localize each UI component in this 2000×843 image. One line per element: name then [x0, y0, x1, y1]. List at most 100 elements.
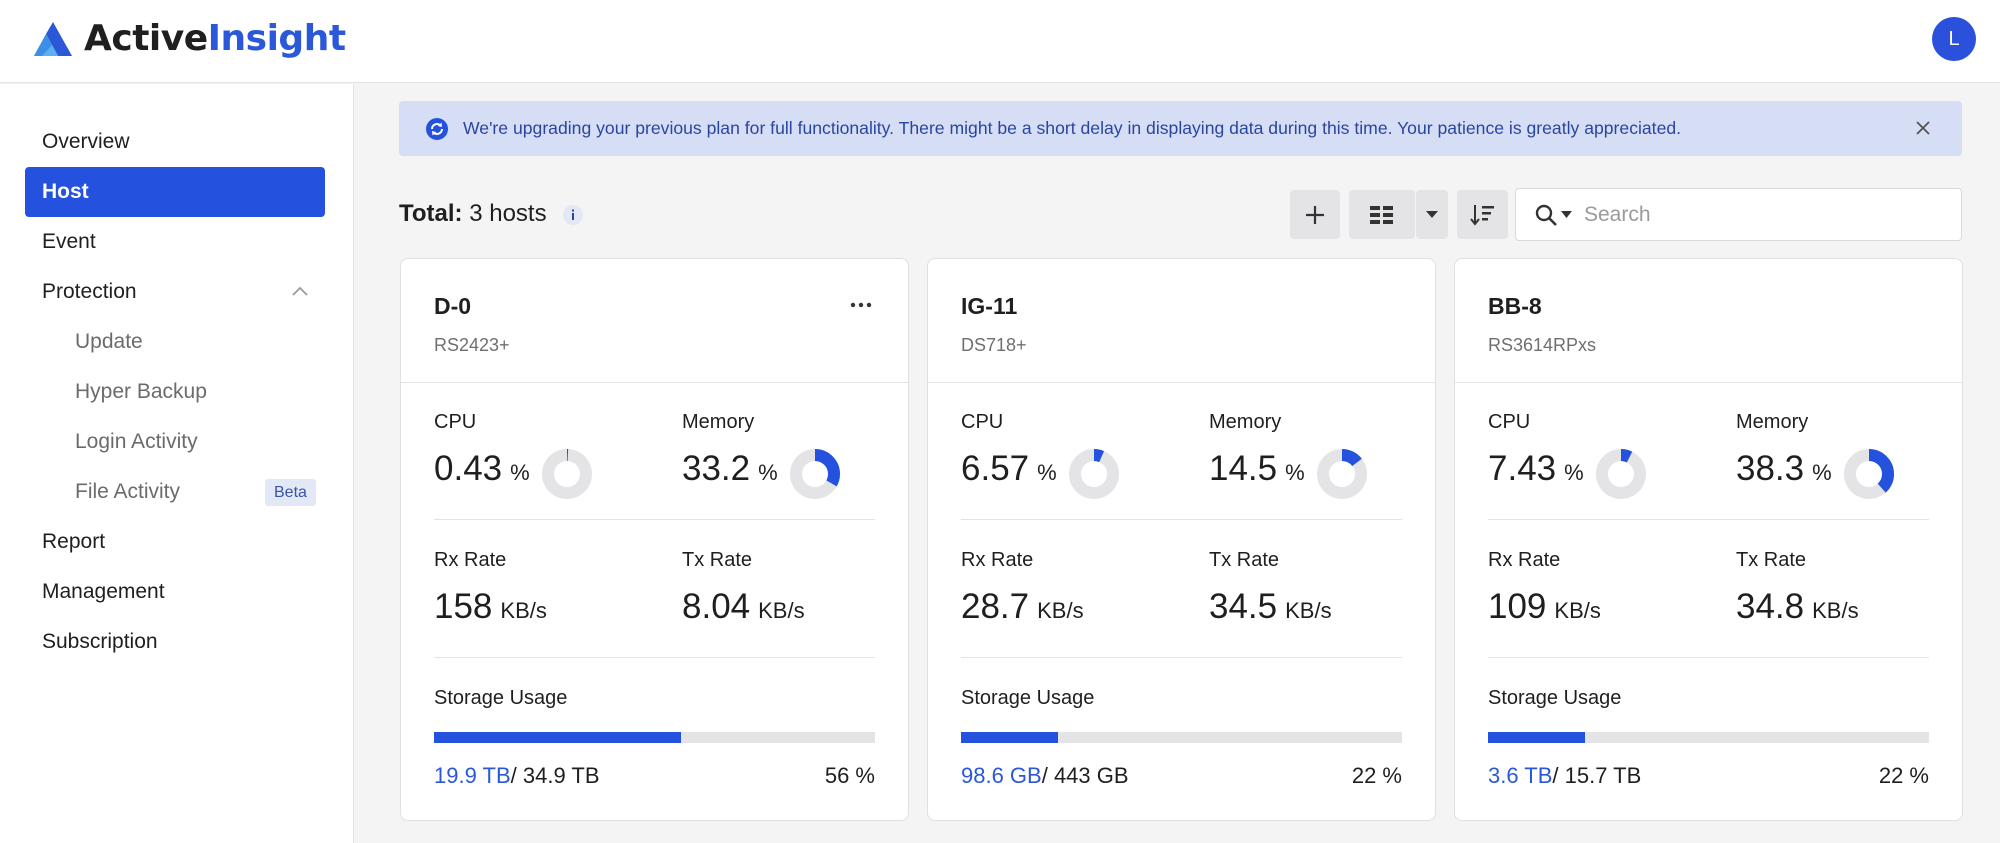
view-mode-dropdown[interactable]	[1416, 190, 1448, 239]
storage-used-total: 98.6 GB/ 443 GB	[961, 763, 1129, 788]
memory-usage-donut	[1844, 449, 1894, 499]
logo[interactable]: ActiveInsight	[32, 18, 346, 59]
sidebar-item-protection[interactable]: Protection	[25, 267, 325, 317]
storage-usage-bar	[961, 732, 1402, 743]
host-model: RS2423+	[434, 335, 510, 355]
memory-label: Memory	[682, 411, 755, 433]
add-host-button[interactable]	[1290, 190, 1340, 239]
memory-usage-donut	[790, 449, 840, 499]
storage-usage-label: Storage Usage	[434, 687, 568, 709]
close-icon[interactable]	[1914, 119, 1932, 137]
sidebar-item-file-activity[interactable]: File Activity Beta	[25, 467, 325, 517]
info-icon[interactable]	[562, 204, 584, 226]
caret-down-icon	[1426, 210, 1438, 218]
memory-label: Memory	[1209, 411, 1282, 433]
cpu-label: CPU	[961, 411, 1004, 433]
cpu-label: CPU	[1488, 411, 1531, 433]
storage-usage-label: Storage Usage	[961, 687, 1095, 709]
upgrade-notice-banner: We're upgrading your previous plan for f…	[399, 101, 1962, 156]
sort-button[interactable]	[1457, 190, 1508, 239]
tx-rate-label: Tx Rate	[1736, 549, 1807, 571]
cpu-value: 7.43%	[1488, 449, 1584, 488]
host-name[interactable]: IG-11	[961, 293, 1018, 319]
rx-rate-value: 109 KB/s	[1488, 587, 1601, 626]
rx-rate-label: Rx Rate	[434, 549, 507, 571]
host-model: RS3614RPxs	[1488, 335, 1597, 355]
search-icon[interactable]	[1534, 203, 1558, 227]
tx-rate-value: 34.8 KB/s	[1736, 587, 1859, 626]
card-header: D-0 RS2423+	[401, 259, 908, 383]
memory-value: 38.3%	[1736, 449, 1832, 488]
storage-usage-percent: 56 %	[824, 763, 875, 788]
plus-icon	[1306, 205, 1324, 224]
rx-rate-label: Rx Rate	[1488, 549, 1561, 571]
cpu-value: 6.57%	[961, 449, 1057, 488]
divider	[434, 657, 875, 658]
host-name[interactable]: BB-8	[1488, 293, 1542, 319]
rx-rate-label: Rx Rate	[961, 549, 1034, 571]
memory-label: Memory	[1736, 411, 1809, 433]
avatar[interactable]: L	[1932, 17, 1976, 61]
more-options-icon[interactable]	[849, 295, 873, 315]
top-bar: ActiveInsight L	[0, 0, 2000, 83]
sidebar-item-hyper-backup[interactable]: Hyper Backup	[75, 380, 207, 403]
memory-value: 33.2%	[682, 449, 778, 488]
divider	[961, 657, 1402, 658]
storage-usage-bar	[1488, 732, 1929, 743]
cpu-usage-donut	[542, 449, 592, 499]
sidebar: Overview Host Event Protection Update Hy…	[0, 84, 354, 843]
cpu-usage-donut	[1069, 449, 1119, 499]
host-card[interactable]: D-0 RS2423+ CPU 0.43% Memory 33.2% Rx Rate 158 K…	[400, 258, 909, 821]
divider	[1488, 519, 1929, 520]
host-model: DS718+	[961, 335, 1027, 355]
tx-rate-value: 34.5 KB/s	[1209, 587, 1332, 626]
memory-value: 14.5%	[1209, 449, 1305, 488]
sidebar-item-management[interactable]: Management	[42, 580, 165, 603]
brand-name: ActiveInsight	[84, 18, 346, 59]
tx-rate-label: Tx Rate	[682, 549, 753, 571]
storage-used-total: 19.9 TB/ 34.9 TB	[434, 763, 600, 788]
sync-icon	[426, 118, 448, 140]
storage-usage-bar-fill	[961, 732, 1059, 743]
divider	[961, 519, 1402, 520]
rx-rate-value: 158 KB/s	[434, 587, 547, 626]
banner-message: We're upgrading your previous plan for f…	[463, 118, 1682, 138]
card-header: BB-8 RS3614RPxs	[1455, 259, 1962, 383]
sidebar-item-overview[interactable]: Overview	[42, 130, 130, 153]
host-card[interactable]: BB-8 RS3614RPxs CPU 7.43% Memory 38.3% Rx Rate…	[1454, 258, 1963, 821]
storage-usage-bar-fill	[1488, 732, 1586, 743]
host-card[interactable]: IG-11 DS718+ CPU 6.57% Memory 14.5% Rx Rate 28.…	[927, 258, 1436, 821]
storage-usage-label: Storage Usage	[1488, 687, 1622, 709]
divider	[1488, 657, 1929, 658]
sidebar-item-update[interactable]: Update	[75, 330, 143, 353]
view-mode-button[interactable]	[1349, 190, 1415, 239]
sidebar-item-event[interactable]: Event	[42, 230, 96, 253]
cpu-usage-donut	[1596, 449, 1646, 499]
chevron-up-icon	[292, 286, 308, 296]
host-name[interactable]: D-0	[434, 293, 472, 319]
storage-used-total: 3.6 TB/ 15.7 TB	[1488, 763, 1642, 788]
card-header: IG-11 DS718+	[928, 259, 1435, 383]
activeinsight-logo-icon	[34, 21, 72, 56]
rx-rate-value: 28.7 KB/s	[961, 587, 1084, 626]
tx-rate-label: Tx Rate	[1209, 549, 1280, 571]
sort-icon	[1469, 204, 1494, 226]
cpu-label: CPU	[434, 411, 477, 433]
memory-usage-donut	[1317, 449, 1367, 499]
grid-view-icon	[1370, 205, 1393, 224]
cpu-value: 0.43%	[434, 449, 530, 488]
storage-usage-bar-fill	[434, 732, 681, 743]
search-input[interactable]	[1584, 199, 1944, 231]
sidebar-item-report[interactable]: Report	[42, 530, 106, 553]
sidebar-item-host[interactable]: Host	[25, 167, 325, 217]
search-box	[1515, 188, 1962, 241]
sidebar-item-login-activity[interactable]: Login Activity	[75, 430, 198, 453]
divider	[434, 519, 875, 520]
total-hosts: Total: 3 hosts	[399, 200, 547, 227]
storage-usage-percent: 22 %	[1351, 763, 1402, 788]
tx-rate-value: 8.04 KB/s	[682, 587, 805, 626]
sidebar-item-subscription[interactable]: Subscription	[42, 630, 158, 653]
storage-usage-bar	[434, 732, 875, 743]
caret-down-icon[interactable]	[1561, 211, 1572, 219]
beta-badge: Beta	[265, 479, 316, 506]
